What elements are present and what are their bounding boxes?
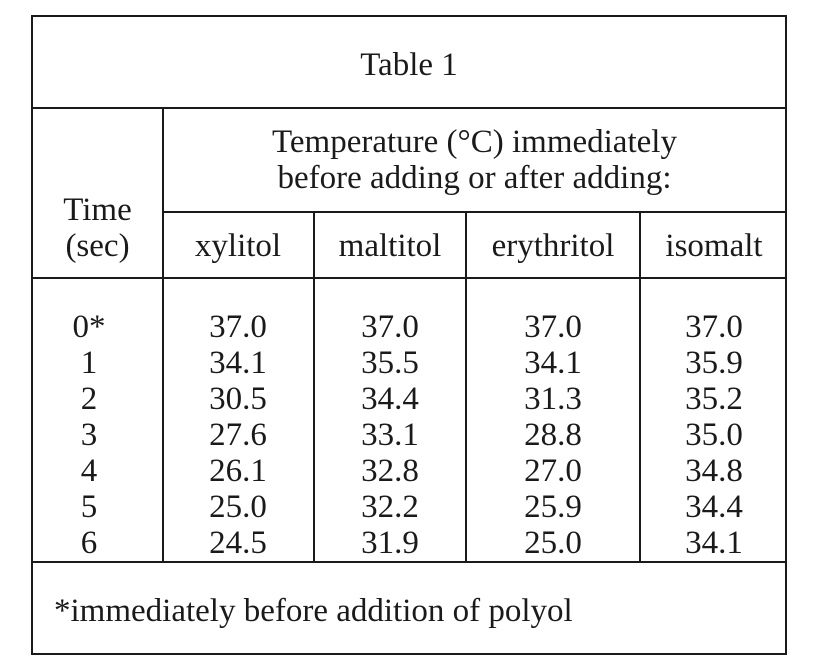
maltitol-cell: 35.5 bbox=[361, 345, 419, 381]
maltitol-cell: 37.0 bbox=[361, 309, 419, 345]
time-cell: 6 bbox=[80, 525, 98, 561]
erythritol-column: 37.0 34.1 31.3 28.8 27.0 25.9 25.0 bbox=[524, 309, 582, 561]
time-cell: 5 bbox=[80, 489, 98, 525]
erythritol-cell: 31.3 bbox=[524, 381, 582, 417]
time-column-divider bbox=[162, 107, 164, 563]
footnote-divider bbox=[33, 561, 785, 563]
xylitol-cell: 37.0 bbox=[209, 309, 267, 345]
title-divider bbox=[33, 107, 785, 109]
time-cell: 1 bbox=[80, 345, 98, 381]
xylitol-cell: 34.1 bbox=[209, 345, 267, 381]
column-header-isomalt: isomalt bbox=[665, 228, 763, 264]
column-header-erythritol: erythritol bbox=[491, 228, 615, 264]
maltitol-cell: 32.2 bbox=[361, 489, 419, 525]
time-cell: 2 bbox=[80, 381, 98, 417]
erythritol-cell: 25.9 bbox=[524, 489, 582, 525]
xylitol-cell: 26.1 bbox=[209, 453, 267, 489]
isomalt-cell: 35.0 bbox=[685, 417, 743, 453]
time-header-line-2: (sec) bbox=[65, 228, 130, 264]
isomalt-cell: 37.0 bbox=[685, 309, 743, 345]
isomalt-cell: 35.9 bbox=[685, 345, 743, 381]
isomalt-cell: 34.4 bbox=[685, 489, 743, 525]
time-column: 0* 1 2 3 4 5 6 bbox=[73, 309, 106, 561]
table-title: Table 1 bbox=[360, 47, 458, 83]
column-header-maltitol: maltitol bbox=[338, 228, 442, 264]
maltitol-cell: 34.4 bbox=[361, 381, 419, 417]
header-divider bbox=[33, 277, 785, 279]
group-header-line-1: Temperature (°C) immediately bbox=[272, 124, 677, 160]
erythritol-isomalt-divider bbox=[639, 211, 641, 563]
time-cell: 3 bbox=[80, 417, 98, 453]
maltitol-cell: 31.9 bbox=[361, 525, 419, 561]
erythritol-cell: 28.8 bbox=[524, 417, 582, 453]
erythritol-cell: 34.1 bbox=[524, 345, 582, 381]
maltitol-erythritol-divider bbox=[465, 211, 467, 563]
xylitol-cell: 25.0 bbox=[209, 489, 267, 525]
time-cell: 0* bbox=[72, 309, 106, 345]
maltitol-column: 37.0 35.5 34.4 33.1 32.8 32.2 31.9 bbox=[361, 309, 419, 561]
isomalt-cell: 34.1 bbox=[685, 525, 743, 561]
column-header-xylitol: xylitol bbox=[194, 228, 282, 264]
xylitol-cell: 24.5 bbox=[209, 525, 267, 561]
temperature-group-header: Temperature (°C) immediately before addi… bbox=[164, 124, 785, 196]
xylitol-column: 37.0 34.1 30.5 27.6 26.1 25.0 24.5 bbox=[209, 309, 267, 561]
time-header-line-1: Time bbox=[63, 192, 132, 228]
xylitol-cell: 30.5 bbox=[209, 381, 267, 417]
time-cell: 4 bbox=[80, 453, 98, 489]
maltitol-cell: 32.8 bbox=[361, 453, 419, 489]
time-header: Time (sec) bbox=[33, 192, 162, 264]
erythritol-cell: 25.0 bbox=[524, 525, 582, 561]
erythritol-cell: 27.0 bbox=[524, 453, 582, 489]
isomalt-cell: 34.8 bbox=[685, 453, 743, 489]
isomalt-column: 37.0 35.9 35.2 35.0 34.8 34.4 34.1 bbox=[685, 309, 743, 561]
xylitol-cell: 27.6 bbox=[209, 417, 267, 453]
group-header-divider bbox=[162, 211, 785, 213]
erythritol-cell: 37.0 bbox=[524, 309, 582, 345]
data-table: Table 1 Time (sec) Temperature (°C) imme… bbox=[31, 15, 787, 655]
isomalt-cell: 35.2 bbox=[685, 381, 743, 417]
group-header-line-2: before adding or after adding: bbox=[277, 160, 672, 196]
table-footnote: *immediately before addition of polyol bbox=[54, 593, 573, 629]
maltitol-cell: 33.1 bbox=[361, 417, 419, 453]
xylitol-maltitol-divider bbox=[313, 211, 315, 563]
